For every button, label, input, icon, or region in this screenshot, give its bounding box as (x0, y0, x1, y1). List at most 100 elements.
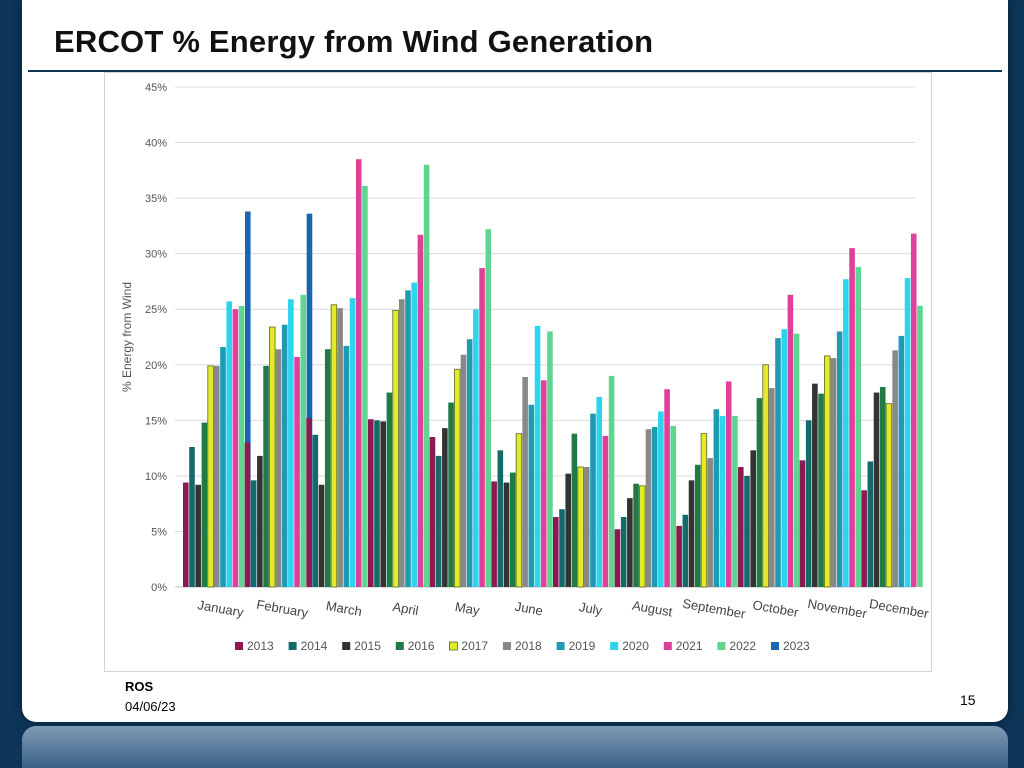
bar-2022-august (670, 426, 676, 587)
bar-2019-august (652, 427, 658, 587)
bar-2021-august (664, 389, 670, 587)
bar-2019-december (899, 336, 905, 587)
bar-2014-march (313, 435, 319, 587)
bar-2022-november (855, 267, 861, 587)
legend-label: 2015 (354, 639, 381, 653)
legend-label: 2023 (783, 639, 810, 653)
bar-2022-january (239, 306, 245, 587)
page-number: 15 (960, 692, 976, 708)
bar-2020-may (473, 309, 479, 587)
bar-2015-april (380, 421, 386, 587)
bar-2020-december (905, 278, 911, 587)
bar-2018-may (461, 355, 467, 587)
bar-2018-october (769, 388, 775, 587)
bar-2016-october (757, 398, 763, 587)
bar-2013-february (245, 443, 251, 587)
bar-2021-march (356, 159, 362, 587)
bar-2019-may (467, 339, 473, 587)
bar-2014-december (868, 461, 874, 587)
bar-2019-june (529, 405, 535, 587)
bar-2014-august (621, 517, 627, 587)
bar-2015-november (812, 384, 818, 587)
legend-swatch-2014 (289, 642, 297, 650)
bar-2018-september (707, 458, 713, 587)
x-tick-label: November (806, 596, 868, 621)
bar-2021-december (911, 234, 917, 587)
x-tick-label: May (454, 599, 481, 618)
bar-2018-december (892, 350, 898, 587)
bar-2016-april (387, 393, 393, 587)
bar-2013-june (491, 481, 497, 587)
bar-2018-august (646, 429, 652, 587)
bar-2021-february (294, 357, 300, 587)
bar-2016-march (325, 349, 331, 587)
bar-2014-october (744, 476, 750, 587)
bar-2016-december (880, 387, 886, 587)
legend-swatch-2018 (503, 642, 511, 650)
bar-2016-may (448, 403, 454, 587)
y-tick-label: 25% (145, 304, 167, 316)
bar-2019-september (714, 409, 720, 587)
bar-2022-may (485, 229, 491, 587)
y-tick-label: 10% (145, 471, 167, 483)
y-tick-label: 5% (151, 526, 167, 538)
bar-2017-august (639, 486, 645, 587)
bar-2017-january (208, 366, 214, 587)
legend-label: 2022 (729, 639, 756, 653)
x-tick-label: September (681, 596, 747, 622)
bar-2017-november (824, 356, 830, 587)
bar-2013-november (800, 460, 806, 587)
bar-2016-august (633, 484, 639, 587)
bar-2020-july (596, 397, 602, 587)
bar-2019-april (405, 290, 411, 587)
bar-2018-january (214, 366, 220, 587)
x-tick-label: January (197, 597, 246, 620)
bar-2017-september (701, 434, 707, 587)
bar-2021-october (788, 295, 794, 587)
y-tick-label: 20% (145, 360, 167, 372)
bar-2015-may (442, 428, 448, 587)
bar-2018-june (522, 377, 528, 587)
legend-swatch-2016 (396, 642, 404, 650)
footer-date: 04/06/23 (125, 699, 176, 714)
x-tick-label: March (325, 598, 363, 619)
x-tick-label: December (868, 596, 930, 621)
bar-2022-march (362, 186, 368, 587)
bar-2017-july (578, 467, 584, 587)
bar-2015-october (750, 450, 756, 587)
legend-swatch-2020 (610, 642, 618, 650)
bar-2015-august (627, 498, 633, 587)
bar-2020-august (658, 411, 664, 587)
bar-2013-january (183, 483, 189, 587)
bar-2021-may (479, 268, 485, 587)
bar-2019-november (837, 331, 843, 587)
legend-label: 2014 (301, 639, 328, 653)
bar-2020-april (411, 283, 417, 587)
bar-2017-february (269, 327, 275, 587)
bottom-decor-bar (22, 726, 1008, 768)
x-tick-label: April (392, 599, 420, 618)
bar-2013-september (676, 526, 682, 587)
bar-2020-november (843, 279, 849, 587)
bar-2017-december (886, 404, 892, 587)
bar-2017-may (454, 369, 460, 587)
legend-label: 2021 (676, 639, 703, 653)
bar-2014-april (374, 420, 380, 587)
bar-2021-july (603, 436, 609, 587)
bar-2022-december (917, 306, 923, 587)
slide-canvas: ERCOT % Energy from Wind Generation 0% 5%… (22, 0, 1008, 722)
bar-2020-october (781, 329, 787, 587)
bar-2016-february (263, 366, 269, 587)
bar-2016-june (510, 473, 516, 587)
bar-2021-september (726, 381, 732, 587)
bar-2014-september (683, 515, 689, 587)
legend-swatch-2013 (235, 642, 243, 650)
bar-2013-july (553, 517, 559, 587)
bar-2021-november (849, 248, 855, 587)
bar-2013-april (368, 419, 374, 587)
bar-2017-october (763, 365, 769, 587)
legend-swatch-2015 (342, 642, 350, 650)
chart-container: 0% 5% 10% 15% 20% 25% 30% 35% 40% 45%% Energy fro… (104, 72, 932, 672)
bar-2022-july (609, 376, 615, 587)
bar-2019-october (775, 338, 781, 587)
